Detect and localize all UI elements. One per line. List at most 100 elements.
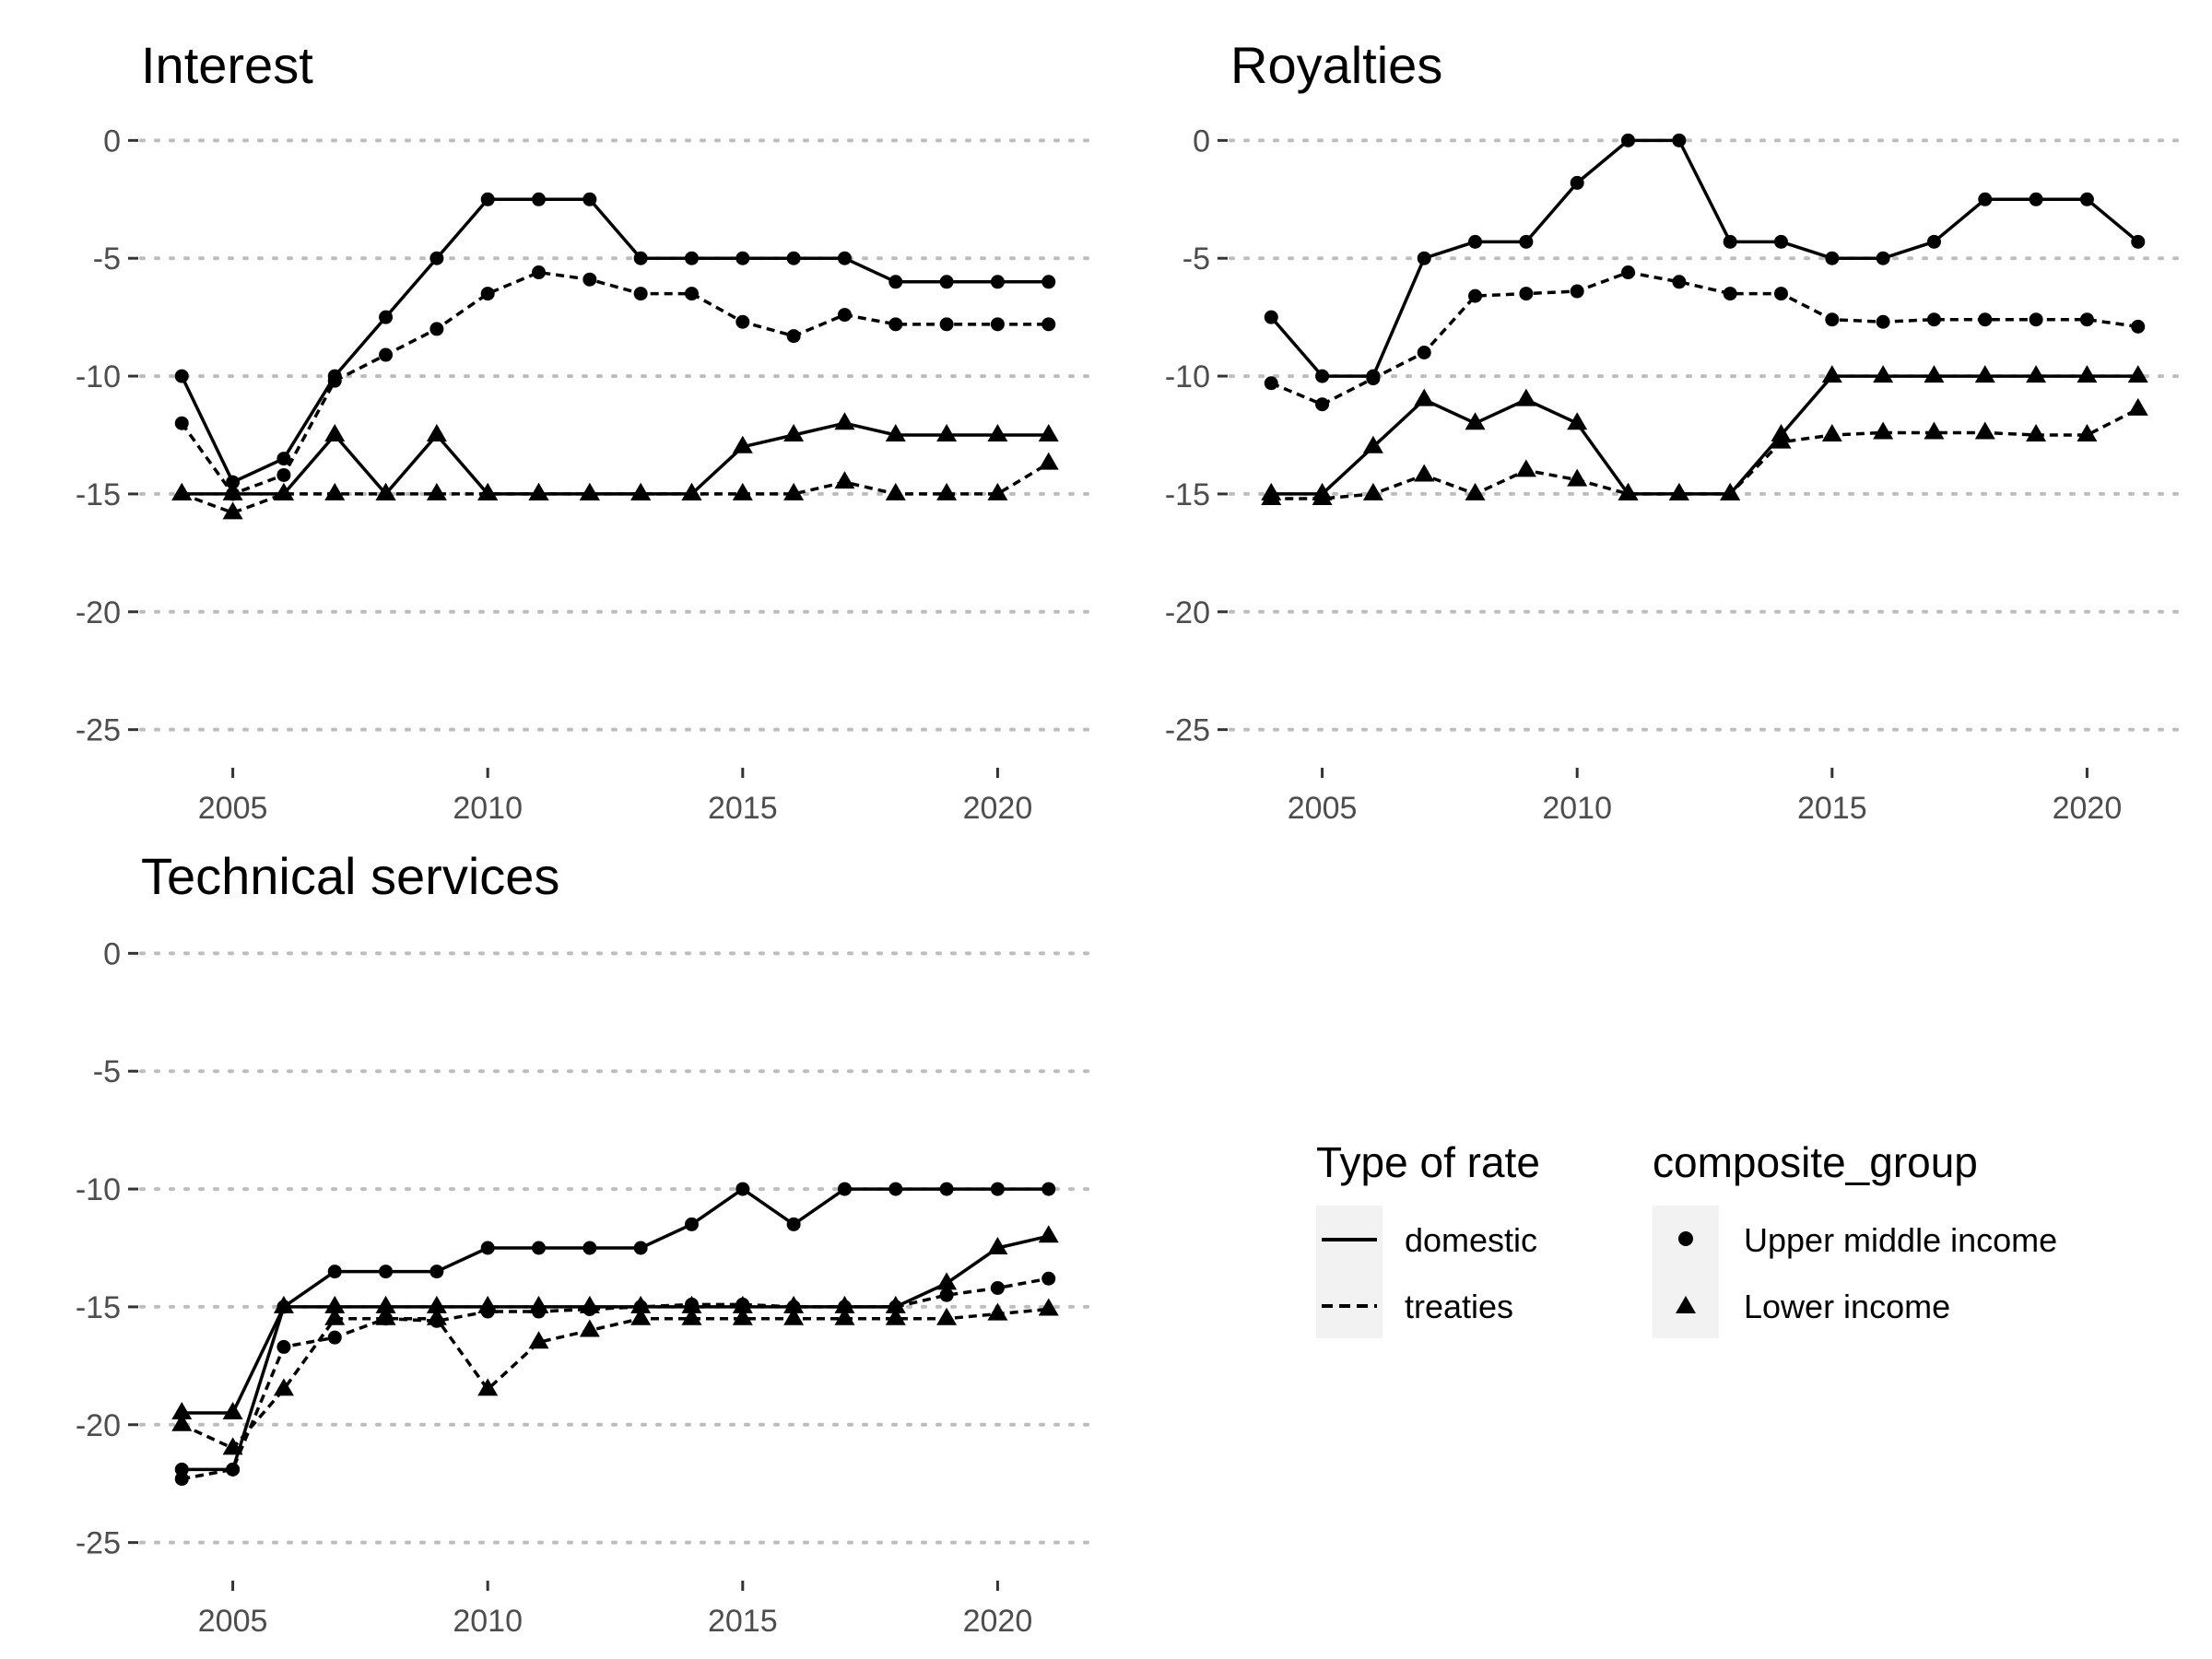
data-point-triangle — [2127, 397, 2148, 416]
data-point-triangle — [834, 1295, 855, 1313]
data-point-triangle — [222, 1402, 243, 1419]
x-tick-label: 2010 — [1542, 791, 1612, 826]
data-point-circle — [327, 1265, 342, 1279]
series-line-treaties — [1270, 270, 2138, 406]
data-point-circle — [1315, 397, 1330, 412]
data-point-triangle — [375, 1295, 396, 1313]
y-tick-label: -10 — [76, 1172, 121, 1207]
data-point-triangle — [1038, 1225, 1059, 1243]
panel-title: Interest — [141, 36, 313, 94]
data-point-circle — [1264, 376, 1278, 391]
data-point-triangle — [324, 1295, 346, 1313]
data-point-triangle — [783, 482, 805, 500]
data-point-circle — [2029, 192, 2043, 206]
data-point-circle — [1773, 287, 1788, 301]
data-point-circle — [480, 192, 495, 206]
data-point-triangle — [1974, 365, 1995, 383]
series-line-domestic — [180, 197, 1049, 484]
data-point-circle — [939, 1288, 954, 1302]
data-point-triangle — [1362, 435, 1383, 453]
series-line-domestic — [1271, 374, 2138, 496]
y-tick-label: 0 — [1193, 124, 1210, 159]
data-point-circle — [939, 1182, 954, 1196]
data-point-triangle — [834, 1307, 855, 1325]
data-point-triangle — [783, 424, 805, 441]
data-point-circle — [429, 251, 444, 265]
data-point-triangle — [375, 1307, 396, 1325]
circle-marker-icon — [1678, 1231, 1693, 1246]
data-point-triangle — [1465, 482, 1486, 500]
x-tick-label: 2010 — [453, 791, 523, 826]
x-tick-label: 2015 — [708, 791, 778, 826]
data-point-circle — [1570, 284, 1584, 299]
data-point-circle — [1621, 133, 1636, 147]
data-point-circle — [226, 475, 241, 489]
data-point-triangle — [1873, 365, 1894, 383]
data-point-triangle — [1668, 482, 1689, 500]
x-axis: 2005 2010 2015 2020 — [1288, 768, 2122, 826]
panel-title: Royalties — [1230, 36, 1442, 94]
y-tick-label: -25 — [76, 713, 121, 748]
data-point-triangle — [528, 1331, 549, 1349]
data-point-triangle — [1515, 388, 1536, 406]
data-point-circle — [1041, 1182, 1056, 1196]
data-point-circle — [735, 251, 750, 265]
data-point-triangle — [1465, 412, 1486, 430]
legend-title-group: composite_group — [1653, 1138, 1978, 1186]
data-point-circle — [1264, 310, 1278, 324]
y-tick-label: 0 — [103, 124, 121, 159]
y-axis: 0 -5 -10 -15 -20 -25 — [1165, 124, 1228, 748]
data-point-circle — [582, 192, 597, 206]
data-point-triangle — [987, 1302, 1008, 1321]
data-point-circle — [939, 317, 954, 332]
data-point-circle — [990, 1280, 1005, 1295]
data-point-circle — [1519, 287, 1534, 301]
legend-label-treaties: treaties — [1405, 1288, 1513, 1325]
data-point-circle — [532, 265, 547, 280]
x-axis: 2005 2010 2015 2020 — [198, 1581, 1032, 1639]
data-point-circle — [379, 1265, 394, 1279]
data-point-circle — [276, 1339, 291, 1354]
data-point-triangle — [885, 1295, 906, 1313]
data-point-circle — [684, 1217, 699, 1231]
data-point-circle — [990, 1182, 1005, 1196]
series-line-domestic — [182, 1187, 1049, 1472]
data-point-triangle — [681, 1307, 702, 1325]
data-point-circle — [633, 287, 648, 301]
data-point-triangle — [681, 1295, 702, 1313]
data-point-triangle — [222, 482, 243, 500]
x-axis: 2005 2010 2015 2020 — [198, 768, 1032, 826]
data-point-triangle — [426, 482, 447, 500]
y-tick-label: -25 — [1165, 713, 1210, 748]
data-point-circle — [786, 1217, 801, 1231]
data-point-circle — [1926, 234, 1941, 249]
y-tick-label: -20 — [76, 595, 121, 630]
data-point-circle — [888, 1182, 903, 1196]
data-point-circle — [1041, 275, 1056, 289]
data-point-triangle — [732, 482, 753, 500]
data-point-triangle — [885, 424, 906, 441]
data-point-triangle — [936, 424, 958, 441]
data-point-circle — [633, 251, 648, 265]
y-axis: 0 -5 -10 -15 -20 -25 — [76, 936, 138, 1561]
data-point-triangle — [426, 1307, 447, 1325]
x-tick-label: 2015 — [1797, 791, 1867, 826]
data-point-circle — [1519, 234, 1534, 249]
data-point-triangle — [1261, 488, 1282, 506]
data-point-triangle — [1771, 430, 1792, 449]
data-point-circle — [2079, 192, 2094, 206]
y-tick-label: -20 — [76, 1408, 121, 1443]
series-points — [1261, 133, 2148, 506]
y-tick-label: -5 — [93, 1054, 121, 1089]
series-line-domestic — [182, 421, 1049, 496]
x-tick-label: 2015 — [708, 1604, 778, 1639]
data-point-triangle — [732, 1295, 753, 1313]
data-point-circle — [1876, 314, 1890, 329]
data-point-triangle — [630, 482, 652, 500]
data-point-triangle — [936, 1272, 958, 1290]
data-point-circle — [1417, 251, 1431, 265]
series-line-treaties — [181, 1277, 1050, 1481]
data-point-circle — [1315, 369, 1330, 383]
data-point-triangle — [987, 482, 1008, 500]
